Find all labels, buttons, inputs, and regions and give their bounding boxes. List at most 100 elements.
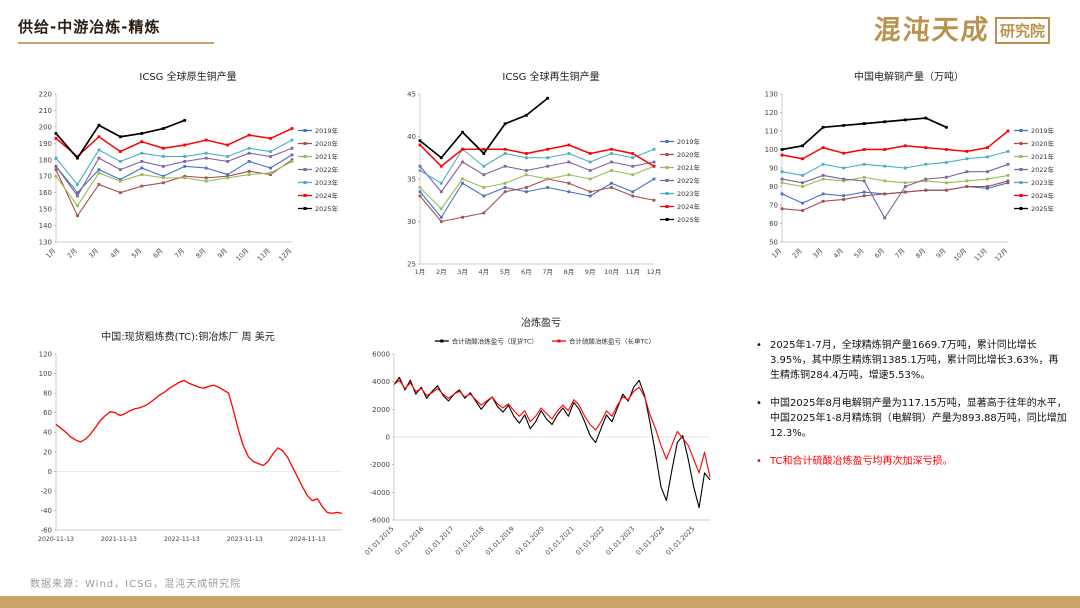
svg-text:2024-11-13: 2024-11-13	[290, 536, 326, 543]
svg-text:190: 190	[39, 140, 52, 148]
svg-text:20: 20	[43, 448, 52, 456]
chart-canvas-profit: -6000 -4000 -2000 0 2000 4000 6000 01.01.2015 01…	[360, 332, 722, 560]
svg-text:110: 110	[765, 128, 778, 136]
note-text: TC和合计硫酸冶炼盈亏均再次加深亏损。	[770, 456, 953, 467]
svg-text:40: 40	[407, 133, 416, 141]
svg-text:1月: 1月	[44, 247, 57, 260]
svg-text:80: 80	[769, 183, 778, 191]
svg-text:100: 100	[765, 146, 778, 154]
bullet-icon: •	[756, 340, 762, 351]
svg-text:60: 60	[43, 409, 52, 417]
bullet-icon: •	[756, 398, 762, 409]
svg-text:7月: 7月	[173, 247, 186, 260]
svg-text:130: 130	[39, 239, 52, 247]
svg-text:70: 70	[769, 202, 778, 210]
chart-title: ICSG 全球原生铜产量	[139, 72, 237, 83]
svg-text:160: 160	[39, 189, 52, 197]
svg-text:140: 140	[39, 222, 52, 230]
svg-text:35: 35	[407, 176, 416, 184]
svg-text:45: 45	[407, 91, 416, 99]
svg-text:5月: 5月	[500, 268, 511, 276]
svg-text:2022-11-13: 2022-11-13	[164, 536, 200, 543]
svg-text:130: 130	[765, 91, 778, 99]
svg-text:2021-11-13: 2021-11-13	[101, 536, 137, 543]
note-item: • 2025年1-7月，全球精炼铜产量1669.7万吨，累计同比增长3.95%，…	[756, 338, 1068, 383]
svg-text:-60: -60	[41, 527, 52, 535]
svg-text:2021年: 2021年	[677, 163, 701, 172]
svg-text:2024年: 2024年	[315, 191, 339, 200]
svg-text:3月: 3月	[87, 247, 100, 260]
svg-text:2025年: 2025年	[1031, 204, 1055, 213]
svg-text:2022年: 2022年	[677, 176, 701, 185]
svg-text:8月: 8月	[914, 247, 927, 260]
svg-text:-20: -20	[41, 487, 52, 495]
svg-text:6000: 6000	[372, 351, 390, 359]
svg-text:01.01.2024: 01.01.2024	[634, 525, 666, 557]
svg-text:7月: 7月	[894, 247, 907, 260]
svg-text:2022年: 2022年	[1031, 165, 1055, 174]
chart-canvas-primary: 130 140 150 160 170 180 190 200 210 220 1月 2月 3月 4月 5月…	[22, 86, 354, 282]
note-item-highlight: • TC和合计硫酸冶炼盈亏均再次加深亏损。	[756, 454, 1068, 469]
svg-text:40: 40	[43, 429, 52, 437]
chart-spot-tc: 中国:现货粗炼费(TC):铜冶炼厂 周 美元 -60 -40 -20 0 20 40 60 8…	[22, 330, 354, 548]
chart-smelting-profit-loss: 冶炼盈亏 -6000 -4000 -2000 0 2000 4000 6000 01.01.2…	[360, 316, 722, 560]
svg-text:2024年: 2024年	[677, 202, 701, 211]
svg-text:01.01.2023: 01.01.2023	[604, 525, 636, 557]
svg-text:2021年: 2021年	[1031, 152, 1055, 161]
svg-text:2023年: 2023年	[1031, 178, 1055, 187]
svg-text:7月: 7月	[542, 268, 553, 276]
chart-title: 中国电解铜产量（万吨）	[854, 72, 964, 83]
logo-badge: 研究院	[994, 17, 1050, 44]
svg-text:200: 200	[39, 123, 52, 131]
svg-text:11月: 11月	[973, 247, 989, 263]
svg-text:8月: 8月	[194, 247, 207, 260]
chart-canvas-secondary: 25 30 35 40 45 1月 2月 3月 4月 5月 6月 7月 8月 9月 10月 11月 12月 201…	[386, 86, 716, 282]
svg-text:2020年: 2020年	[677, 150, 701, 159]
chart-title: 冶炼盈亏	[521, 318, 561, 329]
svg-text:180: 180	[39, 156, 52, 164]
svg-text:12月: 12月	[647, 268, 662, 276]
svg-text:2023年: 2023年	[677, 189, 701, 198]
svg-text:2020年: 2020年	[315, 139, 339, 148]
svg-text:0: 0	[48, 468, 52, 476]
data-source: 数据来源：Wind，ICSG，混沌天成研究院	[30, 579, 242, 590]
svg-text:4月: 4月	[109, 247, 122, 260]
svg-text:2021年: 2021年	[315, 152, 339, 161]
notes-panel: • 2025年1-7月，全球精炼铜产量1669.7万吨，累计同比增长3.95%，…	[756, 338, 1068, 482]
svg-text:10月: 10月	[604, 268, 619, 276]
svg-text:0: 0	[386, 434, 390, 442]
note-item: • 中国2025年8月电解铜产量为117.15万吨，显著高于往年的水平，中国20…	[756, 396, 1068, 441]
header: 供给-中游冶炼-精炼	[18, 16, 214, 44]
svg-text:50: 50	[769, 239, 778, 247]
svg-text:3月: 3月	[811, 247, 824, 260]
svg-text:01.01.2022: 01.01.2022	[574, 525, 606, 557]
note-text: 2025年1-7月，全球精炼铜产量1669.7万吨，累计同比增长3.95%，其中…	[770, 340, 1059, 381]
chart-china-electrolytic-copper: 中国电解铜产量（万吨） 50 60 70 80 90 100 110 120 130 1月 2月 3月…	[748, 70, 1070, 282]
svg-text:9月: 9月	[585, 268, 596, 276]
svg-text:3月: 3月	[457, 268, 468, 276]
svg-text:01.01.2018: 01.01.2018	[454, 525, 486, 557]
svg-text:2025年: 2025年	[315, 204, 339, 213]
title-underline	[18, 42, 214, 44]
svg-text:220: 220	[39, 91, 52, 99]
svg-text:9月: 9月	[216, 247, 229, 260]
svg-text:2019年: 2019年	[1031, 126, 1055, 135]
svg-text:170: 170	[39, 173, 52, 181]
svg-text:2022年: 2022年	[315, 165, 339, 174]
svg-text:2019年: 2019年	[315, 126, 339, 135]
svg-text:80: 80	[43, 390, 52, 398]
svg-text:01.01.2016: 01.01.2016	[393, 525, 425, 557]
svg-text:01.01.2025: 01.01.2025	[664, 525, 696, 557]
svg-text:-40: -40	[41, 507, 52, 515]
svg-text:01.01.2017: 01.01.2017	[423, 525, 455, 557]
svg-text:-2000: -2000	[370, 461, 390, 469]
svg-text:10月: 10月	[952, 247, 968, 263]
svg-text:9月: 9月	[935, 247, 948, 260]
svg-text:8月: 8月	[564, 268, 575, 276]
svg-text:01.01.2020: 01.01.2020	[514, 525, 546, 557]
svg-text:2月: 2月	[791, 247, 804, 260]
svg-text:2025年: 2025年	[677, 215, 701, 224]
svg-text:01.01.2021: 01.01.2021	[544, 525, 576, 557]
svg-text:2023-11-13: 2023-11-13	[227, 536, 263, 543]
